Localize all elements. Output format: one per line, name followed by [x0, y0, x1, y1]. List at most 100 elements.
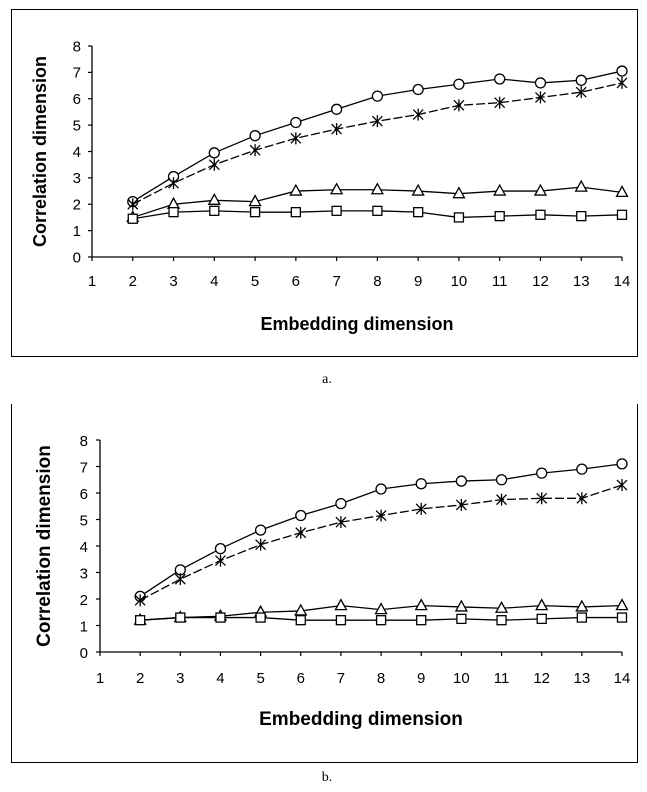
x-tick-label: 6	[297, 670, 305, 687]
data-point-square	[215, 612, 226, 623]
data-point-triangle	[615, 598, 629, 611]
data-point-square	[496, 615, 507, 626]
y-tick-label: 2	[73, 197, 81, 214]
data-point-triangle	[289, 183, 303, 196]
y-tick-label: 3	[73, 170, 81, 187]
data-point-square	[456, 613, 467, 625]
data-point-square	[335, 615, 347, 626]
y-tick-label: 8	[73, 38, 81, 55]
data-point-square	[535, 209, 546, 220]
y-tick-label: 6	[80, 486, 88, 503]
data-point-triangle	[334, 598, 348, 611]
data-point-asterisk	[331, 123, 343, 136]
data-point-asterisk	[215, 554, 226, 567]
data-point-triangle	[330, 182, 344, 195]
data-point-square	[295, 615, 306, 626]
data-point-circle	[575, 74, 587, 86]
data-point-square	[331, 205, 342, 216]
x-tick-label: 3	[176, 670, 184, 687]
x-tick-label: 8	[377, 670, 385, 687]
series-asterisk	[134, 479, 628, 607]
data-point-triangle	[294, 603, 308, 616]
series-triangle	[126, 179, 629, 223]
data-point-asterisk	[496, 493, 507, 506]
caption-b: b.	[321, 770, 333, 785]
y-tick-label: 1	[73, 223, 81, 240]
data-point-asterisk	[371, 115, 383, 128]
data-point-circle	[214, 542, 227, 555]
y-tick-label: 8	[80, 433, 88, 450]
data-point-asterisk	[494, 96, 506, 109]
data-point-asterisk	[208, 158, 220, 171]
data-point-triangle	[493, 183, 507, 196]
data-point-square	[372, 205, 383, 216]
data-point-circle	[453, 78, 465, 90]
x-tick-label: 13	[573, 273, 590, 290]
data-point-asterisk	[616, 76, 628, 89]
data-point-asterisk	[127, 198, 139, 211]
y-tick-label: 7	[73, 65, 81, 82]
data-point-square	[175, 612, 186, 623]
y-tick-label: 0	[80, 645, 88, 662]
data-point-triangle	[615, 185, 629, 198]
x-axis-title: Embedding dimension	[260, 314, 453, 334]
data-point-square	[494, 210, 505, 222]
x-tick-label: 5	[251, 273, 259, 290]
data-point-circle	[534, 77, 547, 89]
data-point-square	[375, 615, 387, 626]
y-tick-label: 4	[80, 539, 88, 556]
data-point-circle	[494, 73, 506, 85]
data-point-asterisk	[249, 144, 261, 157]
x-tick-label: 8	[373, 273, 381, 290]
y-tick-label: 6	[73, 91, 81, 108]
data-point-square	[576, 210, 587, 222]
data-point-circle	[616, 458, 628, 470]
data-point-square	[209, 205, 220, 216]
y-tick-label: 2	[80, 592, 88, 609]
data-point-triangle	[454, 599, 468, 612]
data-point-square	[536, 613, 547, 625]
data-point-circle	[290, 116, 302, 129]
series-asterisk	[127, 76, 628, 211]
data-point-square	[576, 612, 587, 623]
data-point-circle	[295, 509, 307, 522]
data-point-triangle	[452, 186, 466, 199]
data-point-asterisk	[575, 86, 587, 99]
data-point-square	[416, 615, 427, 626]
data-point-asterisk	[535, 91, 546, 104]
x-tick-label: 9	[414, 273, 422, 290]
data-point-triangle	[535, 598, 549, 611]
x-tick-label: 4	[210, 273, 218, 290]
data-point-triangle	[414, 598, 428, 611]
data-point-circle	[616, 65, 628, 77]
x-tick-label: 13	[574, 670, 591, 687]
data-point-square	[168, 207, 179, 218]
data-point-square	[616, 209, 628, 220]
y-tick-label: 7	[80, 459, 88, 476]
data-point-asterisk	[134, 594, 146, 607]
x-tick-label: 3	[169, 273, 177, 290]
y-axis-title: Correlation dimension	[34, 445, 55, 647]
x-tick-label: 2	[136, 670, 144, 687]
data-point-triangle	[574, 179, 588, 192]
y-axis-title: Correlation dimension	[30, 56, 50, 247]
y-tick-label: 3	[80, 565, 88, 582]
data-point-circle	[536, 467, 548, 479]
data-point-triangle	[494, 600, 509, 613]
series-square	[127, 205, 628, 224]
data-point-circle	[330, 103, 343, 115]
data-point-triangle	[411, 183, 425, 196]
data-point-asterisk	[255, 538, 267, 551]
x-tick-label: 1	[96, 670, 104, 687]
data-point-square	[249, 207, 261, 218]
data-point-square	[413, 207, 424, 218]
data-point-triangle	[248, 194, 262, 207]
y-tick-label: 5	[73, 117, 81, 134]
x-tick-label: 10	[453, 670, 470, 687]
data-point-circle	[249, 130, 261, 142]
chart-panel-a: 0 1 2 3 4 5 6 7 8 1 2 3 4 5 6 7 8 9 10 11 12 13 14 Embedding di…	[11, 9, 638, 357]
data-point-square	[290, 207, 301, 218]
data-point-circle	[495, 474, 508, 486]
